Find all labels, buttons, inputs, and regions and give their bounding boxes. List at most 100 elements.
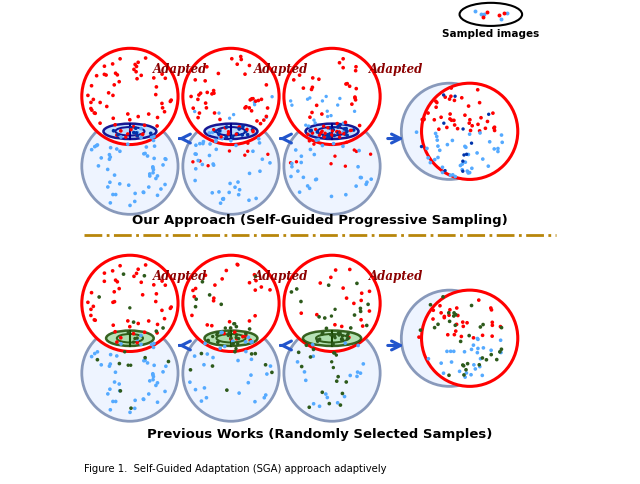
- Point: [136, 332, 146, 339]
- Point: [165, 98, 175, 106]
- Point: [436, 359, 446, 367]
- Point: [244, 325, 255, 333]
- Point: [99, 62, 109, 70]
- Point: [189, 107, 200, 115]
- Point: [486, 347, 496, 354]
- Point: [487, 321, 497, 329]
- Point: [108, 267, 118, 275]
- Point: [468, 341, 479, 349]
- Point: [262, 104, 273, 112]
- Point: [309, 116, 319, 124]
- Point: [186, 366, 196, 374]
- Point: [419, 116, 429, 123]
- Point: [445, 348, 456, 355]
- Point: [114, 285, 124, 292]
- Point: [143, 317, 154, 325]
- Text: Adapted: Adapted: [369, 271, 423, 284]
- Text: Figure 1.  Self-Guided Adaptation (SGA) approach adaptively: Figure 1. Self-Guided Adaptation (SGA) a…: [84, 464, 387, 474]
- Point: [351, 85, 362, 92]
- Point: [221, 267, 232, 274]
- Point: [96, 361, 106, 369]
- Point: [112, 131, 122, 139]
- Point: [243, 148, 253, 155]
- Point: [341, 378, 351, 386]
- Point: [487, 333, 497, 340]
- Point: [330, 305, 340, 313]
- Point: [363, 301, 373, 308]
- Point: [216, 133, 227, 141]
- Point: [412, 128, 422, 136]
- Point: [333, 129, 343, 137]
- Point: [267, 93, 277, 101]
- Point: [234, 389, 244, 397]
- Point: [452, 312, 463, 319]
- Point: [362, 179, 372, 186]
- Point: [443, 331, 453, 339]
- Point: [323, 113, 333, 121]
- Point: [191, 165, 201, 173]
- Point: [204, 151, 214, 159]
- Point: [321, 390, 331, 398]
- Ellipse shape: [316, 334, 348, 343]
- Point: [433, 320, 443, 328]
- Point: [130, 60, 140, 68]
- Point: [339, 128, 349, 136]
- Point: [311, 136, 321, 144]
- Point: [148, 74, 159, 82]
- Point: [145, 172, 155, 180]
- Point: [484, 110, 494, 118]
- Point: [111, 352, 122, 360]
- Point: [204, 129, 214, 137]
- Point: [323, 133, 333, 141]
- Circle shape: [82, 325, 178, 421]
- Point: [248, 128, 258, 136]
- Point: [129, 129, 139, 136]
- Point: [215, 127, 225, 135]
- Point: [86, 82, 97, 90]
- Point: [226, 137, 236, 145]
- Point: [488, 109, 498, 117]
- Point: [461, 366, 471, 374]
- Point: [447, 136, 458, 144]
- Point: [495, 348, 505, 356]
- Point: [326, 131, 337, 139]
- Point: [116, 334, 126, 342]
- Point: [138, 395, 148, 403]
- Point: [139, 150, 149, 158]
- Point: [242, 125, 252, 133]
- Point: [89, 109, 99, 117]
- Point: [116, 133, 126, 141]
- Point: [477, 372, 488, 379]
- Point: [214, 188, 224, 196]
- Point: [332, 120, 342, 127]
- Point: [221, 123, 232, 131]
- Point: [337, 336, 348, 344]
- Point: [104, 89, 114, 97]
- Point: [439, 313, 449, 320]
- Point: [205, 291, 215, 299]
- Point: [345, 372, 355, 379]
- Point: [356, 316, 366, 324]
- Point: [314, 402, 324, 410]
- Point: [351, 63, 361, 71]
- Point: [148, 370, 158, 378]
- Point: [463, 360, 473, 367]
- Point: [115, 387, 125, 395]
- Point: [159, 315, 170, 322]
- Point: [303, 182, 313, 190]
- Point: [109, 171, 120, 179]
- Point: [89, 316, 99, 324]
- Point: [216, 199, 226, 207]
- Point: [285, 97, 296, 105]
- Point: [437, 168, 447, 176]
- Point: [140, 121, 150, 129]
- Point: [145, 377, 155, 385]
- Point: [207, 128, 218, 136]
- Point: [112, 278, 122, 286]
- Point: [319, 122, 329, 130]
- Point: [129, 272, 139, 280]
- Point: [323, 124, 333, 132]
- Point: [465, 127, 476, 135]
- Point: [294, 71, 305, 79]
- Point: [108, 299, 118, 306]
